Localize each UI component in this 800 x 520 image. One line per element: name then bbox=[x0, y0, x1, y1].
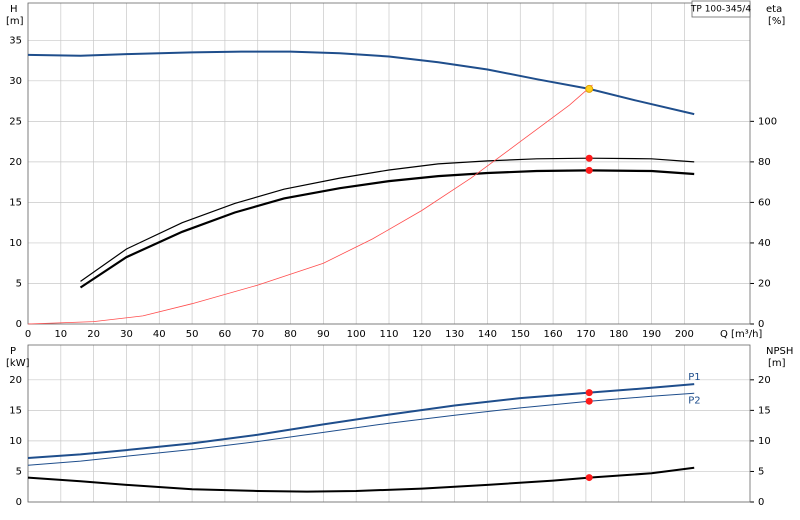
y2-axis-unit: [m] bbox=[768, 358, 786, 369]
y-tick-label: 10 bbox=[9, 436, 22, 447]
operating-point bbox=[585, 474, 593, 482]
y-axis-label: P bbox=[10, 346, 16, 357]
curve bbox=[27, 84, 593, 325]
x-tick-label: 160 bbox=[544, 329, 563, 340]
y2-tick-label: 5 bbox=[758, 466, 764, 477]
y2-tick-label: 15 bbox=[758, 405, 771, 416]
y2-tick-label: 100 bbox=[758, 116, 777, 127]
x-tick-label: 0 bbox=[25, 329, 31, 340]
y-axis-label: H bbox=[10, 4, 18, 15]
x-tick-label: 90 bbox=[317, 329, 330, 340]
operating-point bbox=[585, 389, 593, 397]
x-tick-label: 110 bbox=[379, 329, 398, 340]
y2-tick-label: 20 bbox=[758, 375, 771, 386]
y-tick-label: 5 bbox=[16, 278, 22, 289]
x-tick-label: 60 bbox=[219, 329, 232, 340]
y2-axis-label: NPSH bbox=[766, 346, 793, 357]
plot-frame bbox=[27, 2, 751, 325]
y2-tick-label: 20 bbox=[758, 278, 771, 289]
curve bbox=[27, 50, 695, 116]
operating-point bbox=[585, 397, 593, 405]
y2-tick-label: 60 bbox=[758, 197, 771, 208]
x-axis-label: Q [m³/h] bbox=[720, 329, 762, 340]
y-tick-label: 20 bbox=[9, 157, 22, 168]
y2-tick-label: 0 bbox=[758, 497, 764, 508]
curve-label: P1 bbox=[688, 372, 700, 383]
operating-point bbox=[585, 84, 594, 93]
title-box bbox=[691, 0, 751, 18]
y-tick-label: 15 bbox=[9, 405, 22, 416]
curve bbox=[27, 383, 695, 459]
x-tick-label: 170 bbox=[576, 329, 595, 340]
x-tick-label: 190 bbox=[642, 329, 661, 340]
x-tick-label: 40 bbox=[153, 329, 166, 340]
y2-axis-unit: [%] bbox=[768, 16, 785, 27]
y2-tick-label: 40 bbox=[758, 238, 771, 249]
y-tick-label: 5 bbox=[16, 466, 22, 477]
y2-axis-label: eta bbox=[766, 4, 782, 15]
operating-point bbox=[585, 154, 593, 162]
x-tick-label: 70 bbox=[251, 329, 264, 340]
x-tick-label: 180 bbox=[609, 329, 628, 340]
y-tick-label: 35 bbox=[9, 35, 22, 46]
operating-point bbox=[585, 166, 593, 174]
y2-tick-label: 10 bbox=[758, 436, 771, 447]
y-tick-label: 15 bbox=[9, 197, 22, 208]
x-tick-label: 120 bbox=[412, 329, 431, 340]
y-tick-label: 25 bbox=[9, 116, 22, 127]
chart-title: TP 100-345/4 bbox=[690, 5, 751, 15]
y2-tick-label: 0 bbox=[758, 319, 764, 330]
x-tick-label: 100 bbox=[347, 329, 366, 340]
x-tick-label: 20 bbox=[87, 329, 100, 340]
y2-tick-label: 80 bbox=[758, 157, 771, 168]
y-tick-label: 20 bbox=[9, 375, 22, 386]
x-tick-label: 50 bbox=[186, 329, 199, 340]
curve-label: P2 bbox=[688, 395, 700, 406]
x-tick-label: 30 bbox=[120, 329, 133, 340]
curve bbox=[27, 392, 695, 466]
y-axis-unit: [kW] bbox=[6, 358, 30, 369]
x-tick-label: 150 bbox=[511, 329, 530, 340]
curve bbox=[79, 169, 695, 289]
x-tick-label: 200 bbox=[675, 329, 694, 340]
y-tick-label: 0 bbox=[16, 497, 22, 508]
y-tick-label: 0 bbox=[16, 319, 22, 330]
y-tick-label: 10 bbox=[9, 238, 22, 249]
plot-frame bbox=[27, 344, 751, 503]
curve bbox=[80, 157, 695, 282]
x-tick-label: 130 bbox=[445, 329, 464, 340]
x-tick-label: 140 bbox=[478, 329, 497, 340]
y-axis-unit: [m] bbox=[6, 16, 24, 27]
x-tick-label: 80 bbox=[284, 329, 297, 340]
x-tick-label: 10 bbox=[54, 329, 67, 340]
y-tick-label: 30 bbox=[9, 76, 22, 87]
